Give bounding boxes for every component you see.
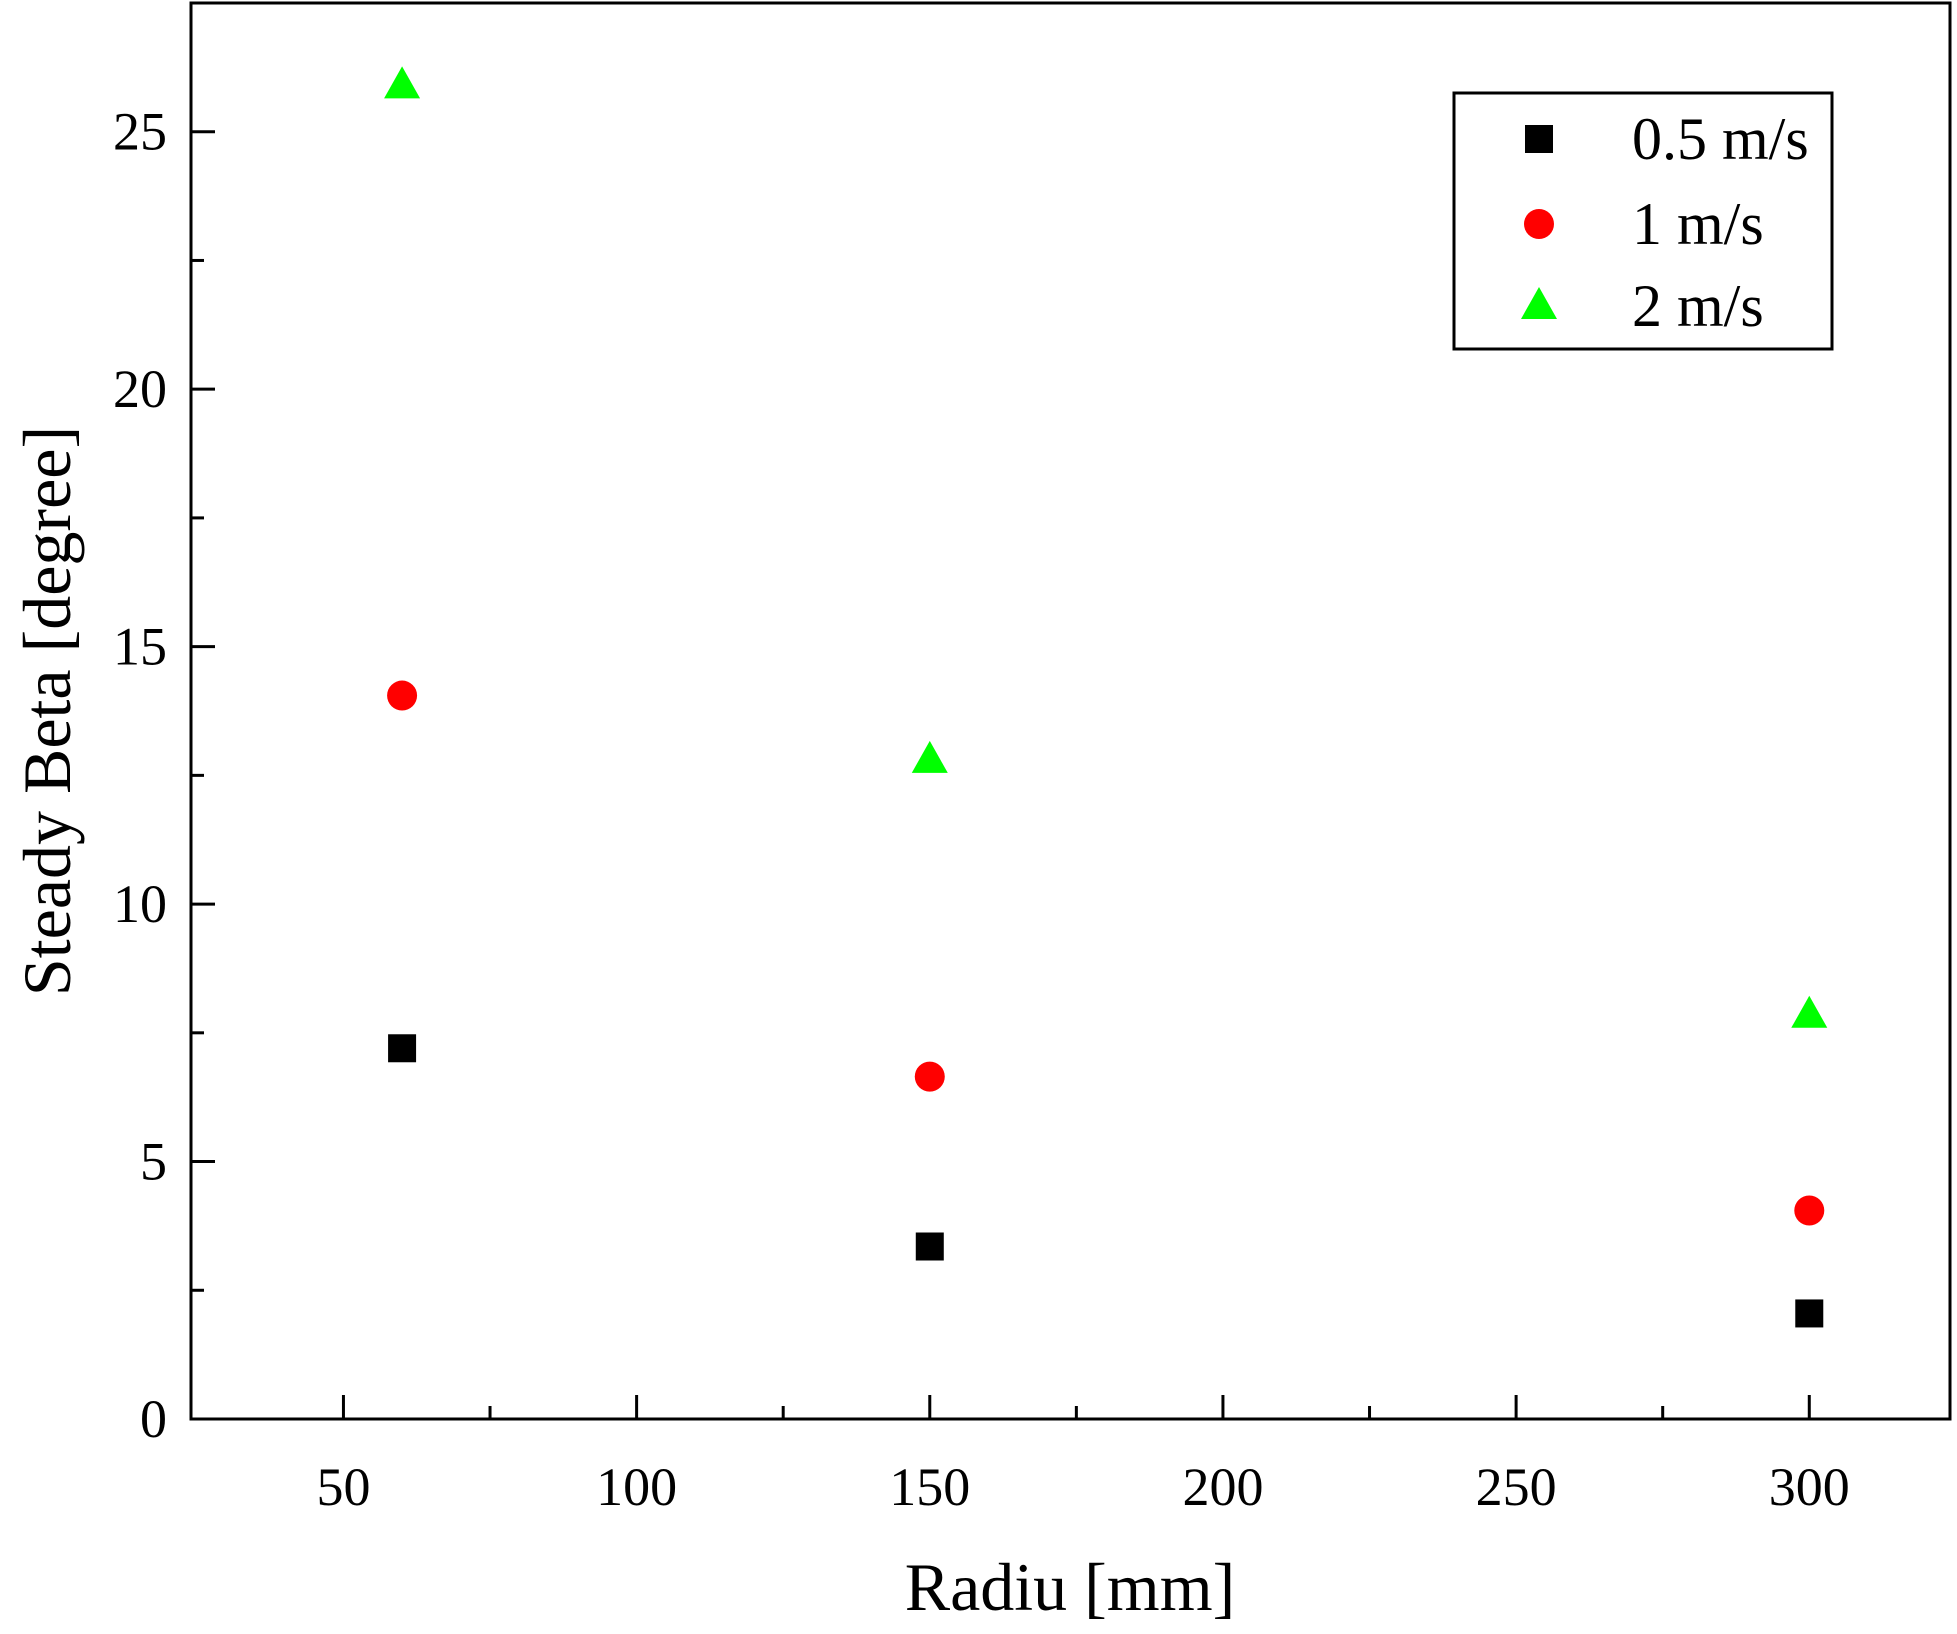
x-tick-label: 200 [1182, 1457, 1263, 1517]
y-tick-label: 20 [113, 359, 167, 419]
data-point-circle [387, 680, 418, 711]
data-point-square [388, 1034, 417, 1063]
x-axis-title: Radiu [mm] [905, 1549, 1236, 1625]
y-tick-label: 15 [113, 617, 167, 677]
x-axis: 50 100 150 200 250 300 [316, 1395, 1850, 1517]
x-tick-label: 300 [1769, 1457, 1850, 1517]
y-tick-label: 0 [140, 1389, 167, 1449]
x-tick-label: 50 [316, 1457, 370, 1517]
plot-area [189, 1, 1952, 1421]
data-point-circle [914, 1061, 945, 1092]
y-tick-label: 25 [113, 102, 167, 162]
legend-label: 2 m/s [1632, 273, 1764, 339]
data-point-triangle [1791, 995, 1828, 1028]
data-point-square [1795, 1299, 1824, 1328]
data-point-circle [1794, 1195, 1825, 1226]
legend-box [1452, 91, 1834, 351]
y-axis-title: Steady Beta [degree] [9, 426, 85, 996]
x-tick-label: 100 [596, 1457, 677, 1517]
y-tick-label: 10 [113, 874, 167, 934]
legend-label: 0.5 m/s [1632, 106, 1809, 172]
legend-marker-circle [1524, 209, 1554, 239]
legend-label: 1 m/s [1632, 191, 1764, 257]
legend: 0.5 m/s 1 m/s 2 m/s [1452, 91, 1834, 351]
x-tick-label: 150 [889, 1457, 970, 1517]
y-axis: 0 5 10 15 20 25 [113, 102, 215, 1449]
data-points [384, 66, 1828, 1328]
data-point-square [915, 1232, 944, 1261]
legend-marker-triangle [1521, 287, 1557, 319]
data-point-triangle [384, 66, 421, 99]
x-tick-label: 250 [1476, 1457, 1557, 1517]
y-tick-label: 5 [140, 1132, 167, 1192]
data-point-triangle [911, 740, 948, 773]
legend-marker-square [1525, 125, 1553, 153]
